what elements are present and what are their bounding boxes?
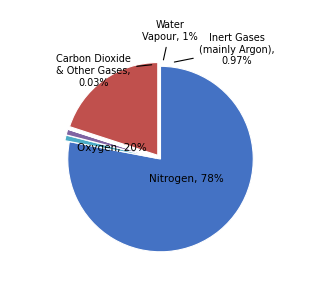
Wedge shape: [66, 129, 156, 158]
Text: Oxygen, 20%: Oxygen, 20%: [77, 143, 147, 153]
Text: Carbon Dioxide
& Other Gases,
0.03%: Carbon Dioxide & Other Gases, 0.03%: [56, 54, 152, 88]
Text: Inert Gases
(mainly Argon),
0.97%: Inert Gases (mainly Argon), 0.97%: [174, 33, 274, 66]
Text: Water
Vapour, 1%: Water Vapour, 1%: [142, 20, 198, 60]
Wedge shape: [65, 135, 156, 158]
Wedge shape: [68, 66, 253, 252]
Text: Nitrogen, 78%: Nitrogen, 78%: [149, 175, 224, 184]
Wedge shape: [68, 129, 156, 158]
Wedge shape: [70, 63, 158, 155]
